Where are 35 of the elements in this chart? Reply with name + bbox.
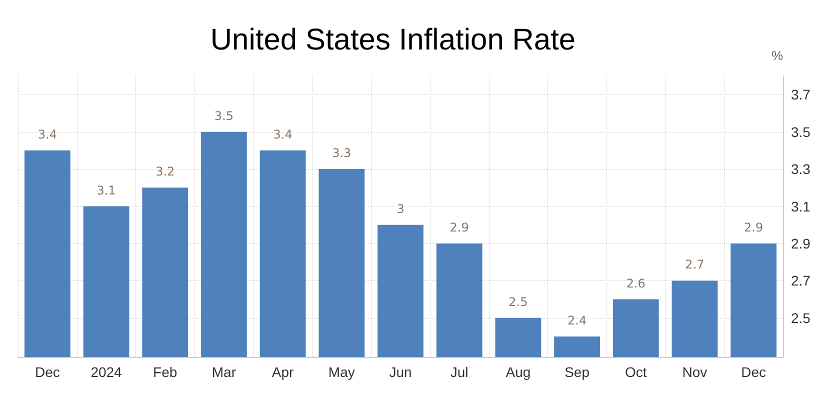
y-tick-label: 2.7	[791, 272, 811, 289]
data-label: 3.4	[273, 127, 292, 142]
data-label: 3.2	[156, 164, 175, 179]
data-label: 3.3	[332, 146, 352, 160]
data-label: 2.4	[567, 314, 587, 328]
x-tick-label: Feb	[153, 364, 178, 380]
x-tick-label: Jun	[389, 364, 412, 380]
data-label: 2.9	[450, 220, 469, 234]
x-tick-label: May	[328, 364, 355, 380]
x-tick-label: Oct	[624, 364, 647, 380]
y-tick-label: 3.3	[791, 161, 811, 178]
x-tick-label: Jul	[450, 364, 468, 380]
x-tick-label: Mar	[212, 364, 236, 380]
data-label: 2.7	[685, 258, 704, 272]
chart-title: United States Inflation Rate	[210, 24, 576, 56]
data-label: 2.9	[744, 220, 764, 234]
x-tick-label: Aug	[506, 364, 531, 380]
y-tick-label: 2.9	[791, 235, 811, 252]
data-label: 3.4	[38, 127, 57, 142]
data-label: 2.6	[626, 276, 646, 290]
x-tick-label: Nov	[682, 364, 708, 380]
data-label: 3.5	[214, 108, 234, 123]
data-label: 2.5	[508, 294, 528, 309]
x-tick-label: Sep	[564, 364, 590, 380]
data-label: 3.1	[96, 183, 116, 198]
y-axis-title: %	[771, 48, 784, 63]
y-tick-label: 3.7	[791, 86, 811, 103]
x-tick-label: Dec	[741, 364, 766, 380]
y-tick-label: 3.5	[791, 124, 811, 140]
x-tick-label: Dec	[34, 364, 60, 380]
x-tick-label: 2024	[90, 364, 122, 380]
data-label: 3	[396, 202, 404, 216]
y-tick-label: 2.5	[791, 310, 811, 326]
x-tick-label: Apr	[272, 364, 294, 380]
y-tick-label: 3.1	[791, 198, 811, 214]
